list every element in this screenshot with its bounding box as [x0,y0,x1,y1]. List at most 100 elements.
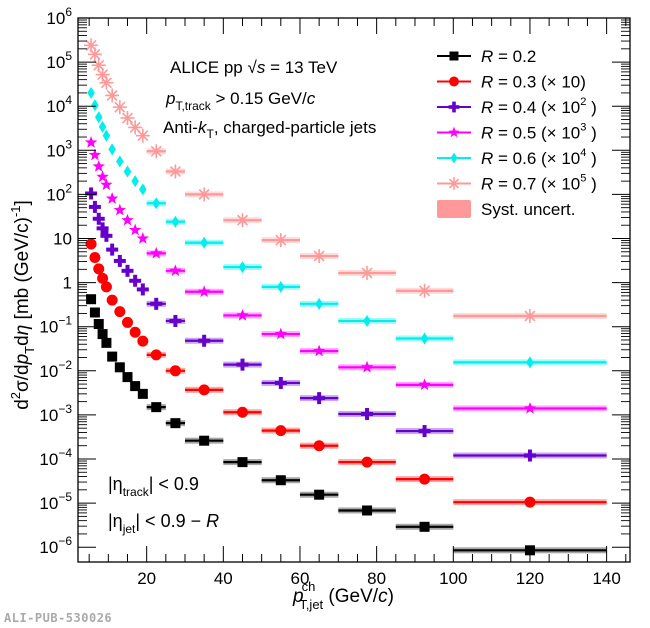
data-point [223,358,262,371]
marker-diamond [91,99,99,112]
y-tick-label: 10−1 [39,314,72,337]
data-point [97,272,109,284]
y-tick-label: 10−3 [39,402,72,425]
marker-square [130,381,141,392]
data-point [184,187,224,202]
x-tick-label: 140 [592,569,620,588]
marker-asterisk [273,233,288,248]
data-point [139,183,147,196]
marker-circle [169,365,181,377]
annotation-block: ALICE pp √s = 13 TeV pT,track > 0.15 GeV… [108,58,376,536]
marker-asterisk [235,213,250,228]
data-point [261,425,300,437]
marker-square [419,521,430,532]
legend-entry: R = 0.3 (× 10) [437,73,586,92]
data-point [146,297,166,310]
marker-star [105,192,119,204]
series-r-0-4-10 [85,187,607,462]
marker-diamond [200,236,208,249]
marker-circle [114,306,126,318]
data-point [165,215,185,228]
marker-circle [275,425,287,437]
marker-asterisk [360,266,375,281]
data-point [184,285,224,298]
marker-circle [106,294,118,306]
legend-label: R = 0.6 (× 104 ) [481,147,597,168]
annotation-anti-kt: Anti-kT, charged-particle jets [163,118,376,141]
legend-label: R = 0.3 (× 10) [481,73,586,92]
marker-cross [92,212,105,225]
data-point [85,187,98,200]
y-tick-label: 10−6 [39,534,72,557]
marker-diamond [139,183,147,196]
marker-cross [236,358,249,371]
data-point [89,252,101,264]
data-point [114,306,126,318]
marker-circle [419,473,431,485]
data-point [131,175,139,188]
y-tick-label: 106 [46,5,72,28]
legend: R = 0.2 R = 0.3 (× 10) R = 0.4 (× 102 ) R =… [437,47,597,219]
data-point [88,148,102,161]
marker-star [150,246,163,259]
data-point [338,266,396,281]
y-tick-label: 103 [46,137,72,160]
data-point [96,170,109,183]
marker-diamond [87,86,95,99]
series-r-0-7-10 [84,38,607,323]
marker-circle [129,326,141,338]
marker-square [89,307,100,318]
data-point [165,365,185,377]
marker-asterisk [112,100,127,115]
marker-star [92,159,105,172]
data-point [299,249,339,264]
marker-asterisk [120,111,135,126]
marker-diamond [277,280,285,293]
data-point [135,128,150,143]
legend-syst-box [437,200,471,218]
data-point [108,143,116,156]
marker-star [96,170,109,183]
data-point [121,213,134,226]
marker-cross [85,187,98,200]
annotation-alice-line: ALICE pp √s = 13 TeV [170,58,338,77]
data-point [92,212,105,225]
marker-cross [418,425,431,438]
marker-circle [121,316,133,328]
x-tick-label: 20 [137,569,156,588]
data-point [395,473,454,485]
marker-circle [150,349,162,361]
marker-square [151,402,162,413]
marker-circle [97,272,109,284]
data-point [93,263,105,275]
data-point [261,327,300,340]
data-point [299,440,339,452]
marker-star [121,213,134,226]
marker-cross [136,283,149,296]
marker-cross [88,200,101,213]
annotation-pt-track-cut: pT,track > 0.15 GeV/c [165,89,316,113]
data-point [395,283,454,298]
data-point [453,401,607,414]
data-point [165,264,185,277]
data-point [89,307,100,318]
plot-frame [77,17,631,563]
marker-cross [313,392,326,405]
legend-label: R = 0.2 [481,47,536,66]
data-point [136,232,150,244]
legend-entry: R = 0.4 (× 102 ) [437,96,597,117]
data-point [223,308,262,321]
data-point [299,297,339,310]
legend-entry: R = 0.7 (× 105 ) [437,173,597,194]
data-point [223,406,262,418]
data-point [184,236,224,249]
data-point [338,360,396,373]
marker-cross [274,376,287,389]
y-tick-label: 1 [63,274,72,293]
axes: 20 40 60 80 100 120 140 10−6 10−5 10−4 10−3 10−2 10−… [39,5,631,588]
data-point [338,407,396,420]
data-point [261,475,300,486]
marker-cross [198,334,211,347]
marker-asterisk [417,283,432,298]
data-point [395,425,454,438]
